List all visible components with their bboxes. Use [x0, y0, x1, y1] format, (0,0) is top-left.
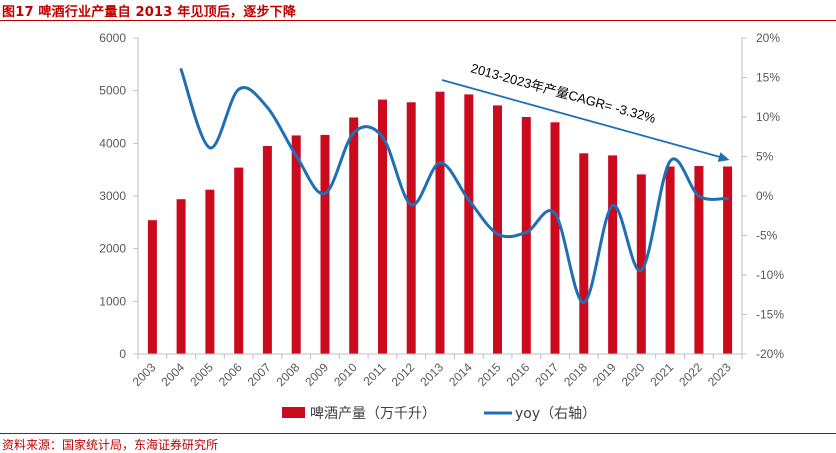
y-left-tick-label: 2000 — [99, 242, 126, 256]
bar-2014 — [464, 94, 474, 355]
bar-2013 — [435, 91, 445, 354]
bar-2007 — [262, 146, 272, 354]
source-note: 资料来源：国家统计局，东海证券研究所 — [2, 438, 219, 452]
y-left-tick-label: 5000 — [99, 84, 126, 98]
y-right-tick-label: -5% — [756, 229, 778, 243]
cagr-annotation: 2013-2023年产量CAGR= -3.32% — [441, 60, 730, 162]
bar-2009 — [320, 134, 330, 354]
bar-2015 — [493, 105, 502, 355]
x-tick-label: 2018 — [561, 360, 590, 389]
y-right-tick-label: -10% — [756, 268, 784, 282]
y-right-tick-label: 10% — [756, 110, 780, 124]
y-right-tick-label: 15% — [756, 71, 780, 85]
y-right-tick-label: 20% — [756, 31, 780, 45]
x-tick-label: 2021 — [647, 360, 676, 389]
bar-2017 — [550, 122, 560, 354]
figure-title: 图17 啤酒行业产量自 2013 年见顶后，逐步下降 — [2, 5, 297, 20]
x-tick-label: 2004 — [158, 360, 187, 389]
y-right-tick-label: -15% — [756, 308, 784, 322]
legend: 啤酒产量（万千升） yoy（右轴） — [282, 406, 596, 422]
chart: 0 1000 2000 3000 4000 5000 6000 -20% -15% -10% -5%… — [99, 31, 784, 422]
x-tick-label: 2010 — [331, 360, 360, 389]
y-right-tick-label: -20% — [756, 347, 784, 361]
x-tick-label: 2009 — [302, 360, 331, 389]
x-tick-label: 2022 — [676, 360, 705, 389]
y-left-tick-label: 3000 — [99, 189, 126, 203]
y-left-tick-label: 6000 — [99, 31, 126, 45]
y-right-tick-label: 5% — [756, 150, 774, 164]
bar-2012 — [406, 102, 416, 354]
x-tick-label: 2005 — [187, 360, 216, 389]
bar-2022 — [694, 166, 704, 354]
bar-2016 — [521, 117, 531, 354]
bar-2019 — [608, 155, 618, 354]
x-tick-label: 2015 — [475, 360, 504, 389]
source-rule — [0, 433, 836, 434]
x-tick-label: 2017 — [532, 360, 561, 389]
bars-group — [147, 91, 733, 355]
bar-2018 — [579, 153, 589, 354]
x-tick-label: 2013 — [417, 360, 446, 389]
bar-2008 — [291, 135, 301, 354]
cagr-arrowhead — [717, 152, 730, 162]
x-tick-label: 2006 — [216, 360, 245, 389]
legend-line-label: yoy（右轴） — [515, 406, 596, 422]
x-tick-label: 2014 — [446, 360, 475, 389]
bar-2020 — [636, 174, 646, 354]
cagr-arrow — [441, 79, 724, 159]
bar-2006 — [234, 167, 244, 354]
x-tick-label: 2016 — [504, 360, 533, 389]
legend-bar-label: 啤酒产量（万千升） — [310, 406, 436, 422]
bar-2011 — [378, 99, 387, 354]
bar-2010 — [349, 117, 359, 354]
x-tick-label: 2012 — [389, 360, 418, 389]
title-rule — [0, 20, 836, 21]
legend-bar-swatch — [282, 407, 305, 418]
bar-2003 — [147, 220, 157, 354]
x-tick-label: 2019 — [590, 360, 619, 389]
bar-2021 — [665, 166, 675, 354]
bar-2023 — [723, 166, 733, 354]
x-tick-label: 2023 — [705, 360, 734, 389]
x-tick-label: 2020 — [619, 360, 648, 389]
y-left-tick-label: 1000 — [99, 294, 126, 308]
x-tick-label: 2008 — [274, 360, 303, 389]
x-tick-label: 2011 — [360, 360, 388, 388]
y-left-tick-label: 4000 — [99, 136, 126, 150]
bar-2005 — [205, 189, 215, 354]
y-right-tick-label: 0% — [756, 189, 774, 203]
x-tick-label: 2007 — [245, 360, 274, 389]
yoy-line — [179, 68, 730, 305]
bar-2004 — [176, 199, 186, 354]
x-tick-label: 2003 — [130, 360, 159, 389]
y-left-tick-label: 0 — [119, 347, 126, 361]
